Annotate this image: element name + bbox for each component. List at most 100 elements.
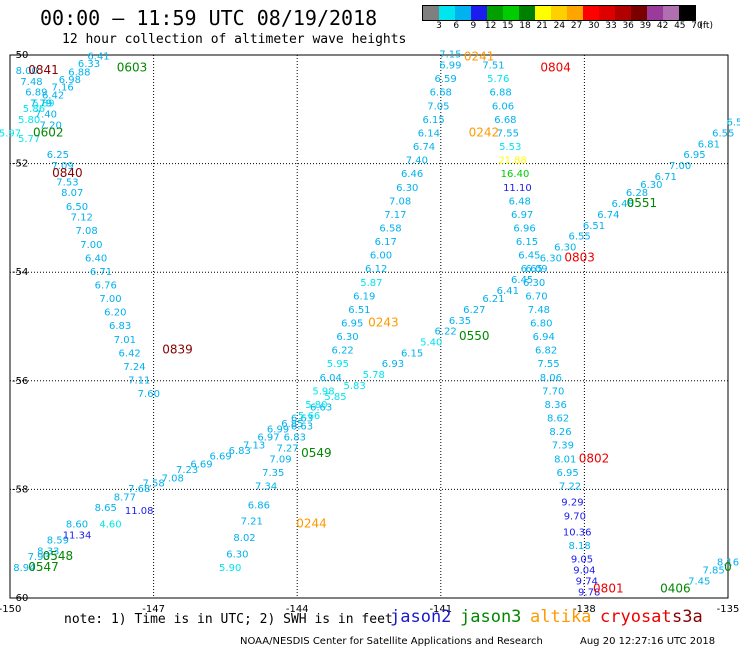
wave-height-point: 9.04 — [573, 566, 595, 577]
colorbar-label: 24 — [553, 21, 566, 31]
colorbar-swatch — [647, 6, 663, 20]
wave-height-point: 6.80 — [530, 319, 552, 330]
wave-height-point: 6.27 — [463, 305, 485, 316]
wave-height-point: 7.12 — [71, 213, 93, 224]
colorbar-swatch — [663, 6, 679, 20]
pass-time-label: 0547 — [28, 560, 59, 574]
wave-height-point: 6.15 — [401, 348, 423, 359]
pass-time-label: 0839 — [162, 343, 193, 357]
wave-height-point: 6.17 — [375, 237, 397, 248]
wave-height-point: 7.55 — [497, 128, 519, 139]
wave-height-point: 6.48 — [509, 196, 531, 207]
y-tick-label: -56 — [12, 376, 28, 387]
wave-height-point: 7.40 — [35, 109, 57, 120]
wave-height-point: 6.55 — [712, 128, 734, 139]
wave-height-point: 6.99 — [267, 424, 289, 435]
pass-time-label: 0550 — [459, 329, 490, 343]
wave-height-point: 7.58 — [142, 479, 164, 490]
wave-height-point: 6.09 — [525, 264, 547, 275]
wave-height-point: 6.81 — [698, 139, 720, 150]
wave-height-point: 5.89 — [32, 99, 54, 110]
wave-height-point: 21.88 — [498, 156, 527, 167]
wave-height-point: 11.34 — [63, 530, 92, 541]
colorbar-swatch — [439, 6, 455, 20]
wave-height-point: 6.55 — [568, 232, 590, 243]
wave-height-point: 6.48 — [612, 199, 634, 210]
pass-time-label: 0244 — [296, 516, 327, 530]
wave-height-point: 6.45 — [518, 251, 540, 262]
wave-height-point: 6.20 — [104, 308, 126, 319]
pass-time-label: 0551 — [627, 196, 658, 210]
credit-text: NOAA/NESDIS Center for Satellite Applica… — [240, 636, 543, 647]
wave-height-point: 5.40 — [420, 338, 442, 349]
wave-height-point: 7.39 — [552, 441, 574, 452]
colorbar-swatch — [471, 6, 487, 20]
colorbar-label: 12 — [484, 21, 497, 31]
wave-height-point: 6.21 — [482, 294, 504, 305]
wave-height-point: 8.60 — [66, 519, 88, 530]
wave-height-point: 6.30 — [523, 278, 545, 289]
wave-height-point: 6.95 — [341, 319, 363, 330]
wave-height-point: 7.23 — [176, 465, 198, 476]
wave-height-point: 6.00 — [370, 251, 392, 262]
x-tick-label: -144 — [286, 604, 309, 615]
legend-s3a: s3a — [672, 607, 703, 627]
colorbar-label: 33 — [605, 21, 617, 31]
chart-title: 00:00 – 11:59 UTC 08/19/2018 — [40, 6, 378, 30]
colorbar-label: 45 — [674, 21, 686, 31]
colorbar-swatch — [423, 6, 439, 20]
wave-height-point: 10.36 — [563, 528, 592, 539]
colorbar-swatch — [455, 6, 471, 20]
pass-time-label: 0549 — [301, 446, 332, 460]
colorbar-label: 30 — [588, 21, 600, 31]
wave-height-point: 6.71 — [655, 172, 677, 183]
plot-frame — [9, 54, 729, 599]
wave-height-point: 7.85 — [703, 566, 725, 577]
x-tick-label: -141 — [429, 604, 452, 615]
colorbar-swatch — [615, 6, 631, 20]
wave-height-point: 6.04 — [320, 373, 342, 384]
wave-height-point: 6.45 — [511, 275, 533, 286]
wave-height-point: 8.59 — [47, 536, 69, 547]
wave-height-point: 5.97 — [0, 128, 21, 139]
wave-height-point: 6.58 — [379, 223, 401, 234]
wave-height-point: 6.97 — [257, 433, 279, 444]
pass-time-label: 0803 — [564, 250, 595, 264]
wave-height-point: 6.14 — [418, 128, 440, 139]
chart-subtitle: 12 hour collection of altimeter wave hei… — [62, 32, 407, 47]
wave-height-point: 6.22 — [434, 327, 456, 338]
wave-height-point: 5.66 — [298, 411, 320, 422]
wave-height-point: 16.40 — [501, 169, 530, 180]
wave-height-point: 7.27 — [276, 443, 298, 454]
legend-altika: altika — [530, 607, 592, 627]
wave-height-point: 6.30 — [540, 253, 562, 264]
wave-height-point: 6.74 — [413, 142, 435, 153]
wave-height-point: 6.59 — [726, 118, 740, 129]
wave-height-point: 5.80 — [18, 115, 40, 126]
colorbar-label: 70 — [691, 21, 703, 31]
wave-height-point: 7.45 — [688, 576, 710, 587]
pass-time-label: 0801 — [593, 582, 624, 596]
wave-height-point: 6.30 — [554, 242, 576, 253]
legend-jason3: jason3 — [460, 607, 522, 627]
wave-height-point: 7.22 — [559, 481, 581, 492]
wave-height-point: 4.60 — [99, 519, 121, 530]
wave-height-point: 7.48 — [20, 77, 42, 88]
x-tick-label: -138 — [573, 604, 596, 615]
wave-height-point: 8.62 — [547, 414, 569, 425]
colorbar-label: 6 — [453, 21, 460, 31]
pass-time-label: 0548 — [43, 549, 74, 563]
pass-time-label: 0242 — [469, 125, 500, 139]
wave-height-point: 5.76 — [487, 74, 509, 85]
wave-height-point: 6.63 — [291, 414, 313, 425]
wave-height-point: 7.09 — [269, 454, 291, 465]
pass-time-label: 0241 — [464, 49, 495, 63]
wave-height-point: 6.96 — [513, 223, 535, 234]
wave-height-point: 9.78 — [578, 587, 600, 598]
wave-height-point: 6.51 — [583, 221, 605, 232]
wave-height-point: 6.51 — [348, 305, 370, 316]
wave-height-point: 6.65 — [521, 264, 543, 275]
wave-height-point: 7.15 — [439, 50, 461, 61]
pass-time-label: 0840 — [52, 166, 83, 180]
wave-height-point: 7.24 — [123, 362, 145, 373]
